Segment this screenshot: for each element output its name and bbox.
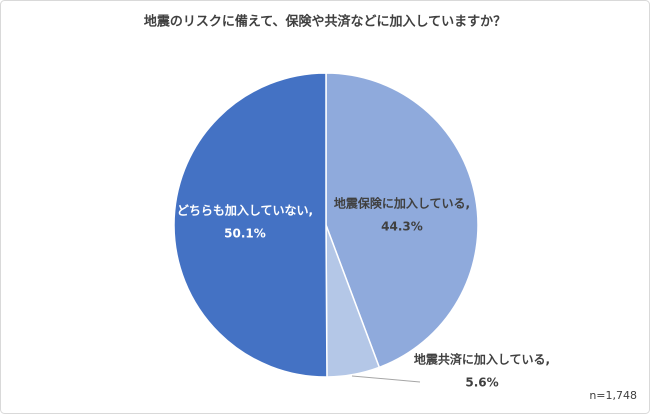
- chart-title: 地震のリスクに備えて、保険や共済などに加入していますか？: [144, 14, 506, 30]
- slice-label: どちらも加入していない,: [177, 203, 313, 218]
- slice-label: 地震保険に加入している,: [334, 196, 470, 211]
- sample-note: n=1,748: [589, 389, 637, 402]
- slice-value-label: 44.3%: [381, 220, 423, 234]
- slice-value-label: 5.6%: [465, 376, 498, 390]
- slice-value-label: 50.1%: [224, 227, 266, 241]
- leader-line: [351, 375, 421, 383]
- slice-label: 地震共済に加入している,: [414, 352, 550, 367]
- pie-slice: [173, 72, 328, 378]
- pie-slice: [325, 72, 479, 369]
